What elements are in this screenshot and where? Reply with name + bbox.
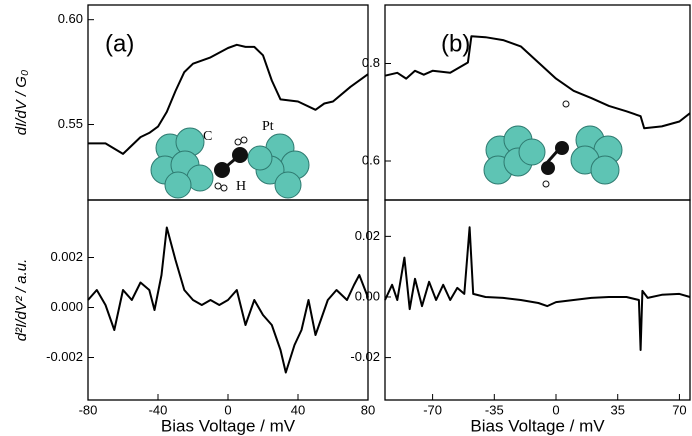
y-tick-label: 0.8 [362, 55, 380, 70]
y-tick-label: -0.002 [46, 349, 83, 364]
data-line [384, 35, 691, 130]
x-axis-label: Bias Voltage / mV [161, 416, 296, 435]
data-line [87, 226, 369, 374]
annotation: H [236, 179, 246, 194]
x-tick-label: 35 [610, 402, 624, 417]
x-axis-label: Bias Voltage / mV [470, 416, 605, 435]
x-tick-label: -40 [149, 402, 168, 417]
y-tick-label: 0.60 [58, 11, 83, 26]
y-axis-label: d²I/dV² / a.u. [13, 259, 30, 342]
molecule-illustration-a [150, 127, 310, 199]
annotation: Pt [262, 119, 274, 134]
x-tick-label: 0 [224, 402, 231, 417]
y-tick-label: 0.55 [58, 116, 83, 131]
plot-frame [384, 4, 691, 201]
y-tick-label: 0.6 [362, 152, 380, 167]
x-tick-label: 70 [672, 402, 686, 417]
y-tick-label: 0.02 [355, 228, 380, 243]
x-tick-label: 40 [291, 402, 305, 417]
x-tick-label: 0 [552, 402, 559, 417]
y-tick-label: -0.02 [350, 349, 380, 364]
molecule-illustration-b [483, 100, 623, 188]
panel-label: (a) [105, 30, 134, 57]
x-tick-label: -35 [485, 402, 504, 417]
plot-frame [384, 199, 691, 401]
y-tick-label: 0.000 [50, 299, 83, 314]
y-axis-label: dI/dV / G₀ [13, 70, 30, 136]
y-tick-label: 0.00 [355, 288, 380, 303]
y-tick-label: 0.002 [50, 249, 83, 264]
data-line [384, 226, 691, 351]
x-tick-label: -70 [423, 402, 442, 417]
x-tick-label: 80 [361, 402, 375, 417]
panel-label: (b) [441, 30, 470, 57]
x-tick-label: -80 [79, 402, 98, 417]
data-line [88, 43, 369, 155]
annotation: C [203, 129, 212, 144]
